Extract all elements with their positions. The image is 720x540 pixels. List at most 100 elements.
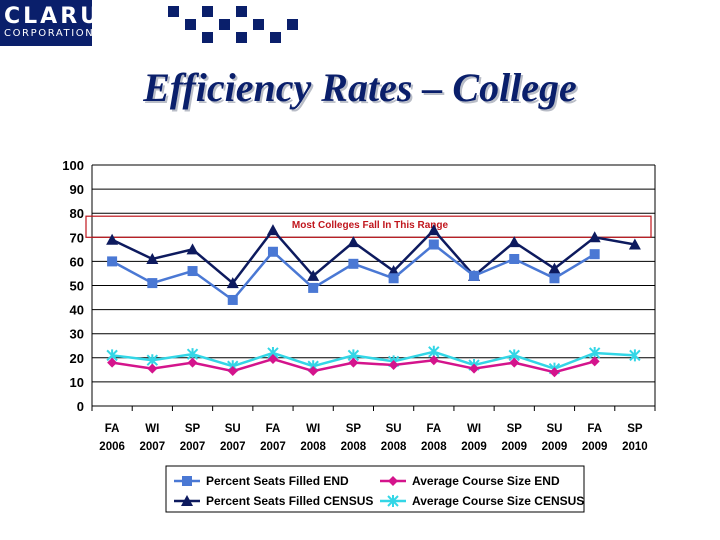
data-point bbox=[147, 363, 158, 374]
data-point bbox=[267, 246, 278, 257]
data-point bbox=[347, 236, 360, 248]
x-tick-label: 2009 bbox=[582, 441, 608, 453]
legend: Percent Seats Filled END Average Course S… bbox=[165, 465, 585, 513]
y-tick-label: 100 bbox=[62, 158, 84, 173]
legend-label: Average Course Size END bbox=[412, 474, 560, 488]
x-tick-label: 2007 bbox=[220, 441, 246, 453]
y-tick-label: 20 bbox=[70, 351, 84, 366]
data-point bbox=[388, 476, 398, 486]
data-point bbox=[549, 273, 560, 284]
data-point bbox=[146, 252, 159, 264]
data-point bbox=[107, 357, 118, 368]
data-point bbox=[348, 258, 359, 269]
data-point bbox=[388, 360, 399, 371]
legend-label: Percent Seats Filled END bbox=[206, 474, 349, 488]
data-point bbox=[227, 294, 238, 305]
data-point bbox=[266, 224, 279, 236]
data-point bbox=[589, 249, 600, 260]
range-annotation: Most Colleges Fall In This Range bbox=[292, 220, 449, 231]
x-tick-label: SP bbox=[346, 423, 362, 435]
checker-square bbox=[185, 19, 196, 30]
checker-pattern-decoration bbox=[168, 6, 298, 43]
data-point bbox=[508, 236, 521, 248]
y-tick-label: 30 bbox=[70, 327, 84, 342]
x-tick-label: 2008 bbox=[300, 441, 326, 453]
data-point bbox=[182, 476, 192, 486]
checker-square bbox=[168, 6, 179, 17]
data-point bbox=[387, 495, 399, 507]
data-point bbox=[588, 231, 601, 243]
checker-square bbox=[253, 19, 264, 30]
legend-label: Percent Seats Filled CENSUS bbox=[206, 494, 373, 508]
series-percent-seats-filled-census bbox=[106, 224, 641, 289]
checker-square bbox=[287, 19, 298, 30]
data-point bbox=[427, 224, 440, 236]
y-tick-label: 80 bbox=[70, 206, 84, 221]
legend-item: Average Course Size CENSUS bbox=[380, 494, 584, 508]
checker-square bbox=[236, 32, 247, 43]
data-point bbox=[107, 256, 118, 267]
series-line bbox=[111, 350, 635, 370]
x-tick-label: 2009 bbox=[542, 441, 568, 453]
data-point bbox=[469, 363, 480, 374]
x-tick-label: SP bbox=[185, 423, 201, 435]
data-point bbox=[308, 282, 319, 293]
x-tick-label: FA bbox=[587, 423, 602, 435]
checker-square bbox=[219, 19, 230, 30]
y-tick-label: 40 bbox=[70, 303, 84, 318]
chart-title: Efficiency Rates – College bbox=[143, 65, 577, 110]
data-point bbox=[267, 354, 278, 365]
header-bar: CLARUS CORPORATION bbox=[0, 0, 720, 48]
y-tick-label: 60 bbox=[70, 254, 84, 269]
data-point bbox=[549, 367, 560, 378]
data-point bbox=[589, 356, 600, 367]
data-point bbox=[227, 366, 238, 377]
data-point bbox=[106, 233, 119, 245]
data-point bbox=[388, 273, 399, 284]
data-point bbox=[147, 278, 158, 289]
data-point bbox=[186, 243, 199, 255]
data-point bbox=[629, 349, 641, 362]
logo-sub-text: CORPORATION bbox=[4, 28, 95, 39]
y-tick-label: 0 bbox=[77, 399, 84, 414]
legend-item: Average Course Size END bbox=[380, 474, 560, 488]
range-band bbox=[85, 215, 652, 238]
data-point bbox=[187, 266, 198, 277]
x-tick-label: 2009 bbox=[461, 441, 487, 453]
series-line bbox=[111, 242, 596, 302]
x-tick-label: FA bbox=[266, 423, 281, 435]
x-tick-label: 2007 bbox=[140, 441, 166, 453]
x-tick-label: WI bbox=[306, 423, 320, 435]
x-tick-label: 2009 bbox=[501, 441, 527, 453]
data-point bbox=[226, 277, 239, 289]
x-tick-label: SP bbox=[627, 423, 643, 435]
y-tick-label: 50 bbox=[70, 279, 84, 294]
data-point bbox=[509, 253, 520, 264]
y-tick-label: 10 bbox=[70, 375, 84, 390]
legend-box bbox=[165, 465, 585, 513]
x-tick-label: 2007 bbox=[260, 441, 286, 453]
x-tick-label: SU bbox=[546, 423, 562, 435]
data-point bbox=[308, 366, 319, 377]
data-point bbox=[548, 262, 561, 274]
x-tick-label: 2006 bbox=[99, 441, 125, 453]
data-point bbox=[181, 495, 193, 506]
x-tick-label: 2008 bbox=[421, 441, 447, 453]
series-percent-seats-filled-end bbox=[107, 239, 600, 305]
x-tick-label: FA bbox=[105, 423, 120, 435]
data-point bbox=[348, 357, 359, 368]
x-tick-label: 2008 bbox=[341, 441, 367, 453]
x-tick-label: SU bbox=[386, 423, 402, 435]
x-tick-label: 2008 bbox=[381, 441, 407, 453]
checker-square bbox=[236, 6, 247, 17]
data-point bbox=[428, 239, 439, 250]
logo-main-text: CLARUS bbox=[4, 4, 120, 29]
y-tick-label: 90 bbox=[70, 182, 84, 197]
data-point bbox=[307, 269, 320, 281]
checker-square bbox=[202, 6, 213, 17]
x-tick-label: WI bbox=[467, 423, 481, 435]
legend-item: Percent Seats Filled END bbox=[174, 474, 349, 488]
series-average-course-size-end bbox=[107, 354, 600, 378]
data-point bbox=[428, 355, 439, 366]
